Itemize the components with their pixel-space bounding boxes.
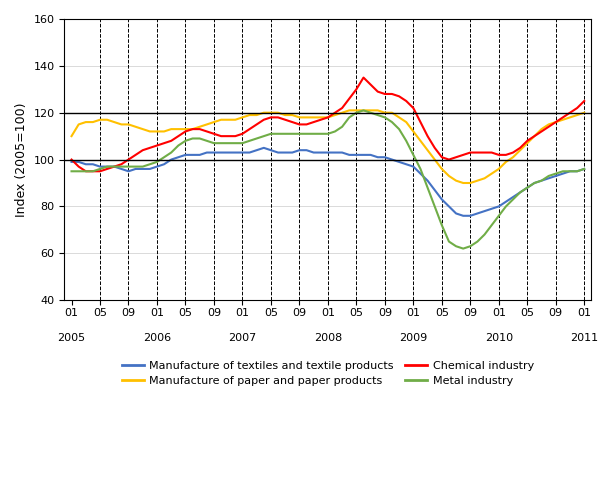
Line: Metal industry: Metal industry bbox=[71, 110, 585, 249]
Text: 2010: 2010 bbox=[484, 333, 513, 343]
Metal industry bbox=[68, 169, 75, 174]
Metal industry bbox=[459, 246, 467, 251]
Metal industry bbox=[510, 196, 517, 202]
Manufacture of paper and paper products bbox=[182, 126, 189, 132]
Metal industry bbox=[239, 140, 246, 146]
Chemical industry bbox=[545, 124, 553, 130]
Manufacture of textiles and textile products bbox=[332, 149, 339, 155]
Manufacture of paper and paper products bbox=[524, 140, 531, 146]
Metal industry bbox=[545, 173, 553, 179]
Manufacture of textiles and textile products bbox=[239, 149, 246, 155]
Manufacture of textiles and textile products bbox=[524, 185, 531, 191]
Manufacture of textiles and textile products bbox=[581, 166, 588, 172]
Manufacture of paper and paper products bbox=[545, 122, 553, 127]
Chemical industry bbox=[332, 110, 339, 115]
Manufacture of textiles and textile products bbox=[260, 145, 268, 151]
Manufacture of textiles and textile products bbox=[459, 213, 467, 219]
Legend: Manufacture of textiles and textile products, Manufacture of paper and paper pro: Manufacture of textiles and textile prod… bbox=[117, 356, 538, 391]
Y-axis label: Index (2005=100): Index (2005=100) bbox=[15, 103, 28, 217]
Chemical industry bbox=[524, 138, 531, 144]
Manufacture of paper and paper products bbox=[324, 114, 332, 120]
Text: 2005: 2005 bbox=[58, 333, 85, 343]
Metal industry bbox=[182, 138, 189, 144]
Manufacture of paper and paper products bbox=[239, 114, 246, 120]
Metal industry bbox=[360, 107, 367, 113]
Manufacture of paper and paper products bbox=[68, 133, 75, 139]
Chemical industry bbox=[510, 149, 517, 155]
Manufacture of paper and paper products bbox=[346, 107, 353, 113]
Chemical industry bbox=[68, 157, 75, 162]
Text: 2011: 2011 bbox=[570, 333, 598, 343]
Manufacture of paper and paper products bbox=[581, 110, 588, 115]
Text: 2006: 2006 bbox=[143, 333, 171, 343]
Manufacture of paper and paper products bbox=[459, 180, 467, 186]
Metal industry bbox=[524, 185, 531, 191]
Line: Manufacture of textiles and textile products: Manufacture of textiles and textile prod… bbox=[71, 148, 585, 216]
Line: Chemical industry: Chemical industry bbox=[71, 78, 585, 171]
Metal industry bbox=[324, 131, 332, 137]
Chemical industry bbox=[82, 169, 90, 174]
Manufacture of textiles and textile products bbox=[68, 159, 75, 165]
Chemical industry bbox=[189, 126, 196, 132]
Metal industry bbox=[581, 166, 588, 172]
Text: 2009: 2009 bbox=[399, 333, 427, 343]
Text: 2008: 2008 bbox=[314, 333, 342, 343]
Chemical industry bbox=[360, 75, 367, 80]
Chemical industry bbox=[246, 126, 253, 132]
Line: Manufacture of paper and paper products: Manufacture of paper and paper products bbox=[71, 110, 585, 183]
Manufacture of paper and paper products bbox=[510, 154, 517, 160]
Text: 2007: 2007 bbox=[228, 333, 257, 343]
Manufacture of textiles and textile products bbox=[182, 152, 189, 158]
Manufacture of textiles and textile products bbox=[545, 175, 553, 181]
Manufacture of textiles and textile products bbox=[510, 194, 517, 200]
Chemical industry bbox=[581, 98, 588, 104]
